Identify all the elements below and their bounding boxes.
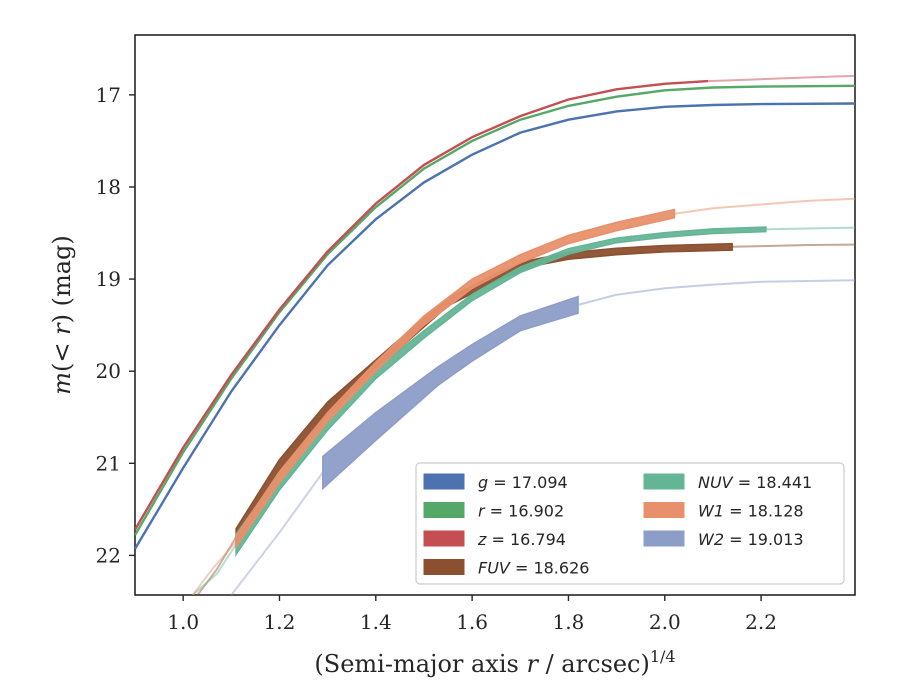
legend-swatch-nuv bbox=[643, 473, 685, 490]
series-tail-lower-0 bbox=[196, 536, 237, 595]
legend-swatch-w2 bbox=[643, 530, 685, 547]
legend-label-g: g = 17.094 bbox=[478, 473, 568, 492]
series-tail-5 bbox=[674, 197, 855, 215]
x-tick-label: 1.8 bbox=[553, 610, 585, 634]
legend-swatch-g bbox=[423, 473, 465, 490]
y-tick-label: 17 bbox=[96, 83, 121, 107]
y-axis-title: m(< r) (mag) bbox=[48, 235, 76, 395]
x-tick-label: 1.2 bbox=[264, 610, 296, 634]
series-tail-lower-1 bbox=[192, 543, 237, 595]
x-axis-title: (Semi-major axis r / arcsec)1/4 bbox=[314, 647, 675, 678]
series-band-w2 bbox=[322, 295, 579, 491]
legend: g = 17.094 r = 16.902 z = 16.794 FUV = 18.6… bbox=[415, 462, 845, 585]
series-tail-lower-2 bbox=[191, 540, 237, 595]
series-line-z bbox=[135, 79, 709, 531]
x-tick-label: 1.4 bbox=[360, 610, 392, 634]
legend-swatch-w1 bbox=[643, 502, 685, 518]
series-tail-6 bbox=[577, 279, 855, 306]
y-tick-label: 18 bbox=[96, 175, 121, 199]
ticks-layer: 1.0 1.2 1.4 1.6 1.8 2.0 2.2 17 18 19 20 21 22 bbox=[96, 83, 777, 634]
x-tick-label: 1.0 bbox=[167, 610, 199, 634]
y-tick-label: 20 bbox=[96, 359, 121, 383]
series-line-g bbox=[135, 102, 855, 550]
y-tick-label: 19 bbox=[96, 267, 121, 291]
series-tail-2 bbox=[708, 74, 855, 83]
x-tick-label: 2.0 bbox=[649, 610, 681, 634]
legend-box bbox=[415, 462, 845, 585]
series-tail-3 bbox=[732, 243, 855, 248]
legend-label-nuv: NUV = 18.441 bbox=[698, 473, 812, 492]
legend-label-r: r = 16.902 bbox=[478, 502, 564, 521]
series-tail-4 bbox=[765, 226, 855, 231]
x-tick-label: 1.6 bbox=[456, 610, 488, 634]
x-tick-label: 2.2 bbox=[745, 610, 777, 634]
legend-label-w2: W2 = 19.013 bbox=[698, 530, 804, 549]
y-tick-label: 22 bbox=[96, 543, 121, 567]
legend-swatch-z bbox=[423, 530, 465, 547]
series-layer bbox=[135, 74, 855, 595]
y-tick-label: 21 bbox=[96, 451, 121, 475]
series-tail-lower-3 bbox=[230, 471, 324, 595]
legend-swatch-r bbox=[423, 502, 465, 518]
legend-swatch-fuv bbox=[423, 559, 465, 575]
legend-label-z: z = 16.794 bbox=[477, 530, 566, 549]
legend-label-w1: W1 = 18.128 bbox=[698, 502, 804, 521]
series-band-nuv bbox=[235, 226, 767, 557]
legend-label-fuv: FUV = 18.626 bbox=[478, 559, 589, 578]
series-band-w1 bbox=[235, 208, 676, 550]
series-line-r bbox=[135, 84, 855, 536]
